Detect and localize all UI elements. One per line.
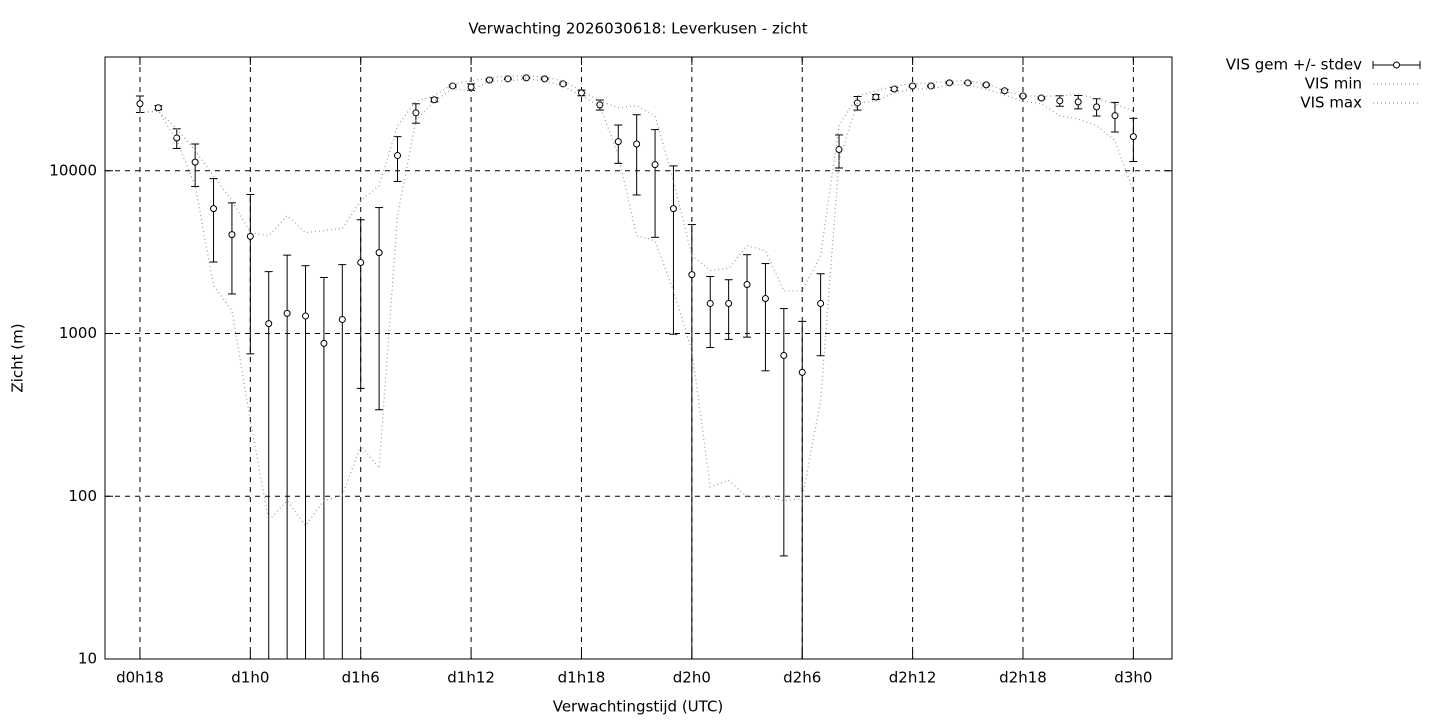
data-point xyxy=(338,315,346,323)
y-tick-label: 1000 xyxy=(59,324,97,342)
data-point xyxy=(394,152,402,160)
data-point xyxy=(780,351,788,359)
x-tick-label: d1h12 xyxy=(447,669,495,687)
data-point xyxy=(872,93,880,101)
data-point xyxy=(246,232,254,240)
data-point xyxy=(283,309,291,317)
data-point xyxy=(449,82,457,90)
data-point xyxy=(154,104,162,112)
data-point xyxy=(191,158,199,166)
data-point xyxy=(706,299,714,307)
plot-frame xyxy=(104,56,1173,660)
data-point xyxy=(430,96,438,104)
x-tick-label: d1h18 xyxy=(558,669,606,687)
data-point xyxy=(651,161,659,169)
legend-label: VIS min xyxy=(1305,75,1362,93)
data-point xyxy=(522,74,530,82)
x-tick-label: d2h0 xyxy=(673,669,711,687)
data-point xyxy=(173,134,181,142)
y-tick-label: 100 xyxy=(68,487,97,505)
data-point xyxy=(945,79,953,87)
data-point xyxy=(927,82,935,90)
data-point xyxy=(1056,97,1064,105)
x-tick-label: d1h0 xyxy=(231,669,269,687)
data-point xyxy=(596,101,604,109)
data-point xyxy=(633,140,641,148)
data-point xyxy=(1129,133,1137,141)
data-point xyxy=(835,146,843,154)
data-point xyxy=(1111,112,1119,120)
data-point xyxy=(669,205,677,213)
x-tick-label: d3h0 xyxy=(1114,669,1152,687)
data-point xyxy=(228,231,236,239)
data-point xyxy=(817,299,825,307)
data-point xyxy=(853,99,861,107)
y-tick-label: 10 xyxy=(78,650,97,668)
data-point xyxy=(725,299,733,307)
data-point xyxy=(357,259,365,267)
data-point xyxy=(1074,98,1082,106)
data-point xyxy=(541,75,549,83)
data-point xyxy=(467,83,475,91)
x-tick-label: d1h6 xyxy=(342,669,380,687)
data-point xyxy=(688,271,696,279)
data-point xyxy=(265,320,273,328)
legend-label: VIS max xyxy=(1300,94,1362,112)
data-point xyxy=(577,89,585,97)
legend-label: VIS gem +/- stdev xyxy=(1226,56,1362,74)
data-point xyxy=(375,249,383,257)
data-point xyxy=(1093,103,1101,111)
x-tick-label: d2h18 xyxy=(999,669,1047,687)
data-point xyxy=(761,295,769,303)
data-point xyxy=(798,368,806,376)
data-point xyxy=(485,76,493,84)
x-tick-label: d2h12 xyxy=(889,669,937,687)
data-point xyxy=(320,339,328,347)
data-point xyxy=(743,281,751,289)
chart-title: Verwachting 2026030618: Leverkusen - zic… xyxy=(468,20,807,38)
y-axis-label: Zicht (m) xyxy=(9,323,27,392)
x-tick-label: d0h18 xyxy=(116,669,164,687)
data-point xyxy=(412,109,420,117)
legend-swatch xyxy=(1393,61,1400,69)
data-point xyxy=(1037,94,1045,102)
x-axis-label: Verwachtingstijd (UTC) xyxy=(553,698,724,716)
data-point xyxy=(136,100,144,108)
data-point xyxy=(210,205,218,213)
data-point xyxy=(890,85,898,93)
y-tick-label: 10000 xyxy=(49,161,97,179)
x-tick-label: d2h6 xyxy=(783,669,821,687)
data-point xyxy=(909,82,917,90)
data-point xyxy=(302,312,310,320)
data-point xyxy=(1001,87,1009,95)
data-point xyxy=(614,138,622,146)
